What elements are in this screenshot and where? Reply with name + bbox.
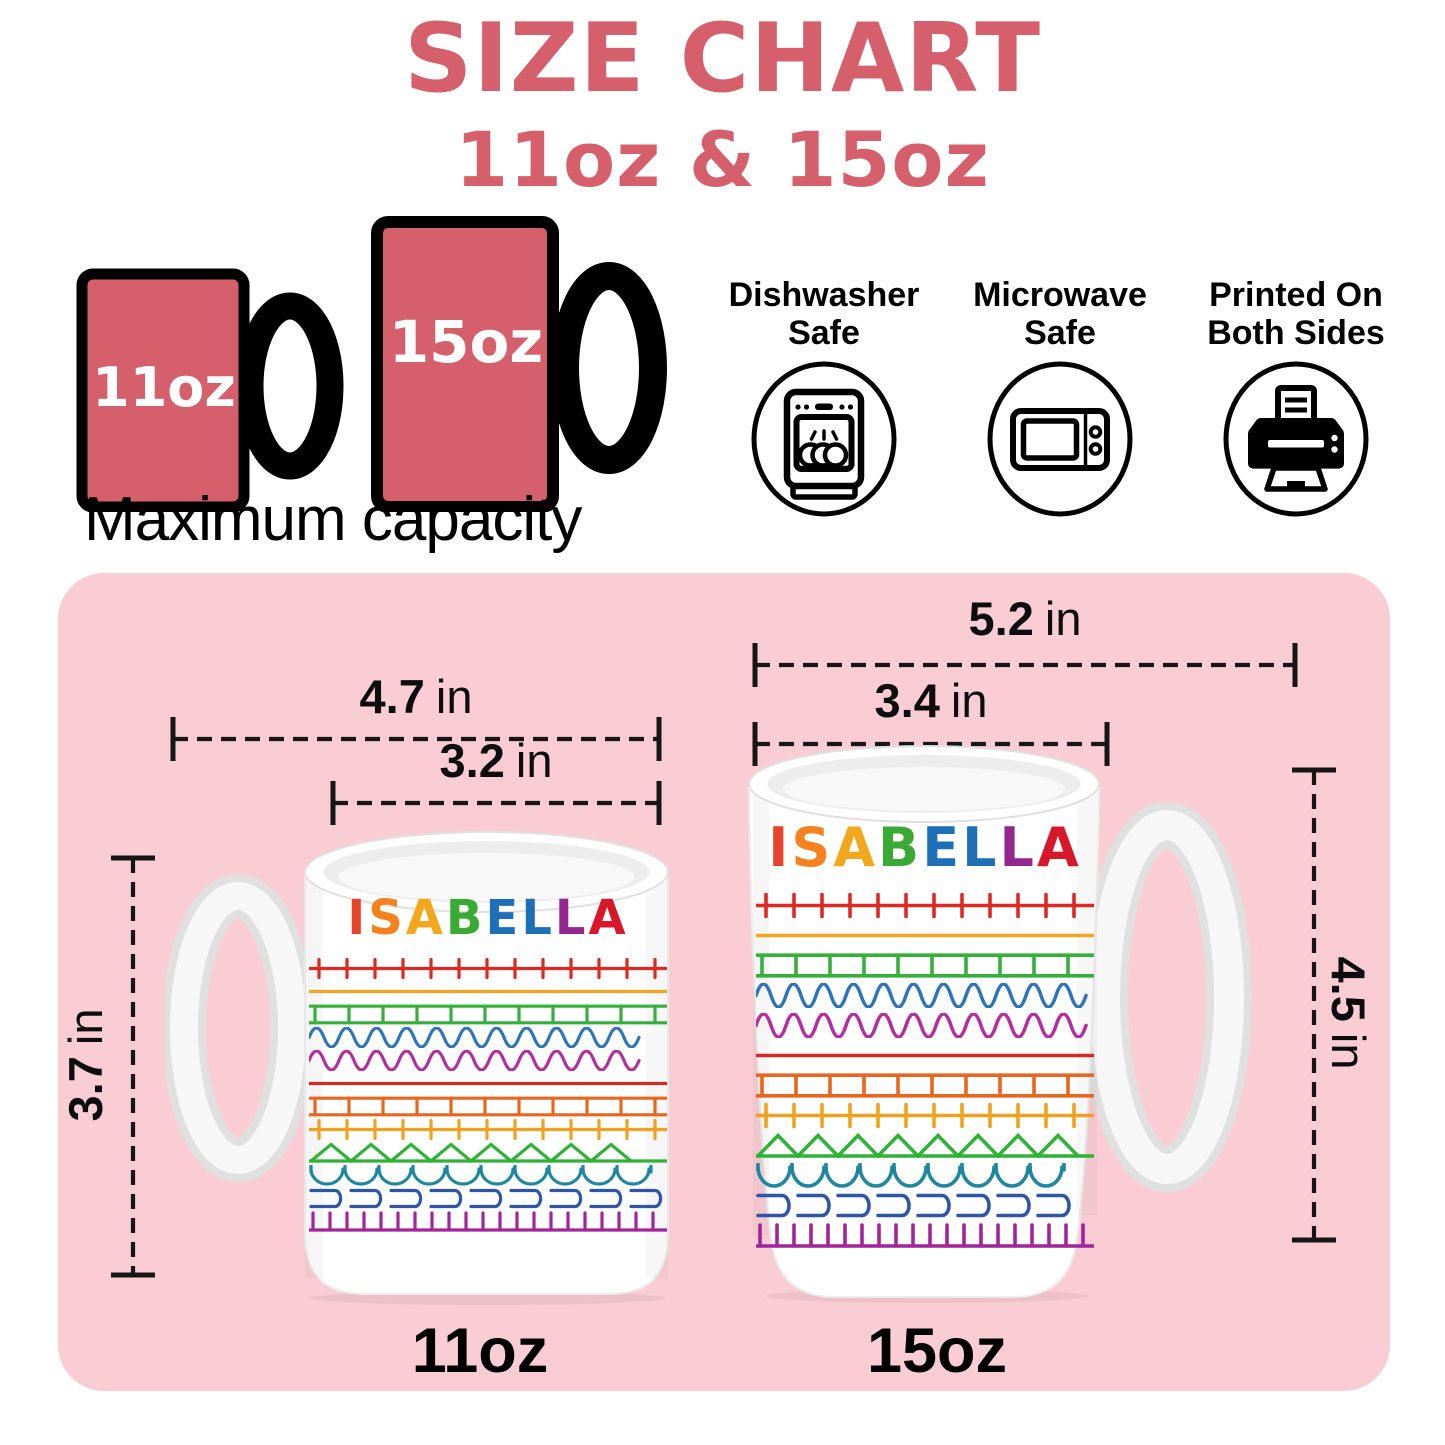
feature-label-line2: Safe <box>788 314 860 353</box>
dim-small-top-width: 3.2 in <box>439 734 553 787</box>
stitch-rows <box>308 958 668 1232</box>
capacity-mugs-graphic: 11oz 15oz <box>76 216 667 512</box>
dim-large-top-width: 3.4 in <box>874 674 988 727</box>
stitch-row-railroad <box>756 1103 1094 1128</box>
feature-microwave-safe: Microwave Safe <box>942 276 1178 523</box>
capacity-caption: Maximum capacity <box>84 485 582 554</box>
dim-small-outer-width: 4.7 in <box>359 670 473 723</box>
mug-11oz-photo: ISABELLA <box>165 828 670 1306</box>
name-letter: A <box>833 816 879 879</box>
stitch-row-wave <box>309 1027 641 1048</box>
mug-15oz-icon-label: 15oz <box>389 308 543 376</box>
mug-11oz-shape <box>165 831 669 1305</box>
feature-label-line1: Microwave <box>973 276 1147 314</box>
feature-dishwasher-safe: Dishwasher Safe <box>706 276 942 523</box>
mug-11oz-print: ISABELLA <box>308 890 668 1234</box>
microwave-icon <box>987 361 1133 517</box>
feature-label-line1: Printed On <box>1209 276 1383 314</box>
stitch-row-comb <box>309 1211 667 1232</box>
mug-name: ISABELLA <box>308 890 668 946</box>
mug-15oz-photo: ISABELLA <box>747 745 1272 1303</box>
name-letter: B <box>878 816 923 879</box>
printer-icon <box>1223 361 1369 517</box>
stitch-row-arches <box>756 1163 1066 1188</box>
name-letter: S <box>791 816 834 879</box>
stitch-row-ladder <box>309 1004 667 1025</box>
dim-line-large-top <box>752 722 1110 766</box>
feature-printed-both-sides: Printed On Both Sides <box>1178 276 1414 523</box>
mug-11oz-icon: 11oz <box>76 268 344 512</box>
name-letter: L <box>999 816 1037 879</box>
stitch-row-comb <box>756 1223 1094 1248</box>
stitch-row-zigzag <box>756 1133 1094 1158</box>
name-letter: A <box>405 890 446 946</box>
stitch-row-railroad <box>309 958 667 979</box>
name-letter: L <box>554 890 589 946</box>
name-letter: A <box>1036 816 1082 879</box>
panel-label-15oz: 15oz <box>866 1316 1008 1386</box>
stitch-row-line <box>309 1081 667 1086</box>
dim-line-small-outer <box>170 717 662 761</box>
stitch-row-line <box>756 1053 1094 1058</box>
name-letter: A <box>588 890 629 946</box>
stitch-row-wave <box>756 983 1088 1008</box>
mug-name: ISABELLA <box>755 817 1095 879</box>
stitch-rows <box>755 893 1095 1248</box>
dim-line-large-outer <box>752 643 1298 687</box>
size-comparison-panel: 5.2 in 3.4 in 4.7 in 3.2 in <box>58 573 1390 1391</box>
mug-15oz-print: ISABELLA <box>755 817 1095 1253</box>
stitch-row-wave <box>756 1013 1088 1038</box>
stitch-row-dshapes <box>756 1193 1071 1218</box>
name-letter: I <box>347 890 369 946</box>
stitch-row-ladder <box>756 1073 1094 1098</box>
name-letter: L <box>521 890 555 946</box>
panel-label-11oz: 11oz <box>411 1316 549 1386</box>
dim-large-outer-width: 5.2 in <box>968 592 1082 645</box>
name-letter: E <box>922 816 963 879</box>
stitch-row-wave <box>309 1050 641 1071</box>
stitch-row-railroad <box>309 1119 667 1140</box>
name-letter: I <box>768 816 792 879</box>
stitch-row-railroad <box>756 893 1094 918</box>
dim-large-height: 4.5in <box>1322 956 1375 1070</box>
name-letter: L <box>962 816 1000 879</box>
dim-small-height: 3.7in <box>59 1008 112 1122</box>
dishwasher-icon <box>751 361 897 517</box>
stitch-row-dshapes <box>309 1188 663 1209</box>
feature-label-line2: Both Sides <box>1207 314 1385 353</box>
stitch-row-arches <box>309 1165 653 1186</box>
mug-15oz-shape <box>747 745 1252 1303</box>
dim-line-small-top <box>330 781 662 825</box>
stitch-row-line <box>309 989 667 994</box>
stitch-row-zigzag <box>309 1142 667 1163</box>
dim-line-large-height <box>1292 767 1336 1243</box>
feature-label-line1: Dishwasher <box>728 276 920 314</box>
stitch-row-line <box>756 933 1094 938</box>
mug-11oz-icon-label: 11oz <box>92 356 236 419</box>
name-letter: E <box>485 890 522 946</box>
name-letter: S <box>368 890 406 946</box>
stitch-row-ladder <box>309 1096 667 1117</box>
mug-15oz-icon: 15oz <box>371 216 667 512</box>
dim-line-small-height <box>111 855 155 1278</box>
feature-label-line2: Safe <box>1024 314 1096 353</box>
page-title: SIZE CHART <box>403 4 1042 114</box>
name-letter: B <box>445 890 486 946</box>
page-subtitle: 11oz & 15oz <box>455 115 990 204</box>
stitch-row-ladder <box>756 953 1094 978</box>
